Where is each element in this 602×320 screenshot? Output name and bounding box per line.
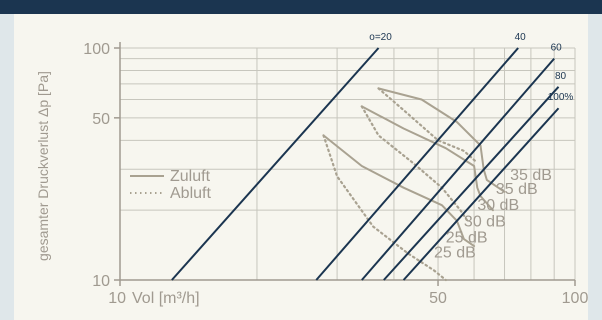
db-annotation: 25 dB [446,230,488,247]
x-tick-label: 100 [562,290,589,307]
opening-line [315,47,519,281]
chart-panel [14,14,588,320]
abluft-curve [322,134,447,282]
y-tick-label: 10 [92,273,110,290]
opening-label: 100% [548,92,574,103]
top-bar [0,0,602,14]
opening-label: 80 [555,71,567,82]
legend-label-zuluft: Zuluft [170,168,211,185]
opening-label: 60 [551,43,563,54]
opening-label: 40 [515,32,527,43]
db-annotation: 25 dB [434,245,476,262]
x-tick-label: 10 [108,290,126,307]
opening-label: o=20 [369,32,392,43]
zuluft-curve [322,134,476,248]
db-annotation: 35 dB [496,181,538,198]
axes: 10 50 100 10 50 100 Vol [m³/h] [83,41,588,307]
opening-lines: o=20 40 60 80 100% [171,32,574,281]
opening-line [171,47,380,281]
legend-label-abluft: Abluft [170,185,211,202]
db-annotation: 30 dB [464,214,506,231]
db-annotation: 35 dB [510,167,552,184]
y-tick-label: 50 [92,111,110,128]
zuluft-curve [360,105,494,212]
zuluft-curve [377,87,506,193]
x-tick-label: 50 [429,290,447,307]
y-tick-label: 100 [83,41,110,58]
db-annotation: 30 dB [477,197,519,214]
abluft-curve [360,105,469,222]
opening-line [383,86,560,281]
grid [120,47,576,280]
opening-line [402,107,560,281]
x-axis-label: Vol [m³/h] [132,290,200,307]
opening-line [361,57,555,281]
y-axis-label: gesamter Druckverlust Δp [Pa] [35,71,51,261]
noise-curves [322,87,506,282]
